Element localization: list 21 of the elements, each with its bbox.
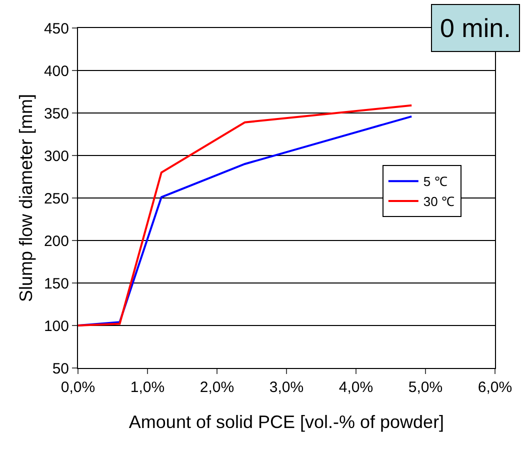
y-tick-label: 100 <box>44 318 69 335</box>
x-tick-label: 3,0% <box>269 379 304 396</box>
x-tick-label: 4,0% <box>338 379 374 396</box>
y-axis-title: Slump flow diameter [mm] <box>16 94 36 302</box>
annotation: 0 min. <box>440 13 511 43</box>
y-tick-label: 400 <box>44 62 69 80</box>
y-tick-label: 300 <box>44 148 69 165</box>
x-axis-title: Amount of solid PCE [vol.-% of powder] <box>128 412 444 432</box>
y-tick-label: 350 <box>44 105 69 122</box>
x-tick-label: 6,0% <box>478 379 512 396</box>
legend-label: 30 ℃ <box>423 194 454 210</box>
y-tick-label: 450 <box>44 20 69 38</box>
y-tick-label: 250 <box>44 190 69 208</box>
x-tick-label: 5,0% <box>408 379 443 396</box>
x-tick-label: 2,0% <box>200 379 234 396</box>
x-tick-label: 0,0% <box>60 379 96 396</box>
y-tick-label: 150 <box>44 275 69 292</box>
x-tick-label: 1,0% <box>130 379 165 396</box>
y-tick-label: 200 <box>44 232 69 250</box>
y-tick-label: 50 <box>52 360 69 378</box>
legend-label: 5 ℃ <box>423 174 448 190</box>
